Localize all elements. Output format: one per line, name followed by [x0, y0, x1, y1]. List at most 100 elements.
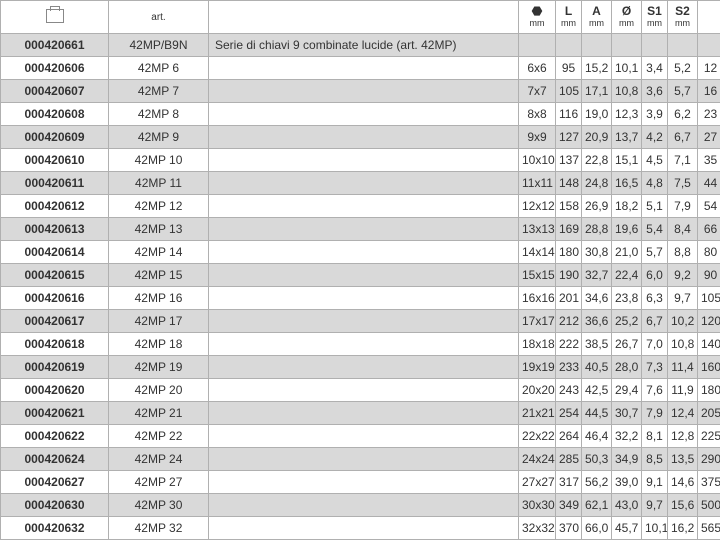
value-cell: 43,0 [612, 494, 642, 517]
table-row: 00042061842MP 1818x1822238,526,77,010,81… [1, 333, 720, 356]
desc-cell [209, 333, 519, 356]
value-cell: 6,2 [668, 103, 698, 126]
value-cell: 264 [556, 425, 582, 448]
value-cell: 15x15 [519, 264, 556, 287]
code-cell: 000420618 [1, 333, 109, 356]
value-cell: 7,3 [642, 356, 668, 379]
code-cell: 000420612 [1, 195, 109, 218]
table-row: 00042063242MP 3232x3237066,045,710,116,2… [1, 517, 720, 540]
value-cell: 8,8 [668, 241, 698, 264]
code-cell: 000420622 [1, 425, 109, 448]
value-cell: 12x12 [519, 195, 556, 218]
table-row: 00042060642MP 66x69515,210,13,45,212 [1, 57, 720, 80]
table-row: 00042062742MP 2727x2731756,239,09,114,63… [1, 471, 720, 494]
value-cell: 105 [698, 287, 720, 310]
value-cell: 30x30 [519, 494, 556, 517]
value-cell: 8,4 [668, 218, 698, 241]
col-desc [209, 1, 519, 34]
table-row: 00042061442MP 1414x1418030,821,05,78,880 [1, 241, 720, 264]
value-cell: 14,6 [668, 471, 698, 494]
art-cell: 42MP 18 [109, 333, 209, 356]
value-cell [612, 34, 642, 57]
code-cell: 000420606 [1, 57, 109, 80]
col-icon [1, 1, 109, 34]
value-cell: 19,0 [582, 103, 612, 126]
art-cell: 42MP 6 [109, 57, 209, 80]
table-row: 00042063042MP 3030x3034962,143,09,715,65… [1, 494, 720, 517]
value-cell: 14x14 [519, 241, 556, 264]
value-cell: 225 [698, 425, 720, 448]
value-cell: 8,5 [642, 448, 668, 471]
value-cell: 28,8 [582, 218, 612, 241]
value-cell: 30,8 [582, 241, 612, 264]
desc-cell [209, 402, 519, 425]
value-cell: 44 [698, 172, 720, 195]
value-cell: 6x6 [519, 57, 556, 80]
value-cell: 7,6 [642, 379, 668, 402]
value-cell: 3,9 [642, 103, 668, 126]
art-cell: 42MP 12 [109, 195, 209, 218]
code-cell: 000420615 [1, 264, 109, 287]
value-cell: 375 [698, 471, 720, 494]
code-cell: 000420661 [1, 34, 109, 57]
value-cell: 190 [556, 264, 582, 287]
value-cell: 212 [556, 310, 582, 333]
value-cell: 34,9 [612, 448, 642, 471]
value-cell: 66 [698, 218, 720, 241]
table-row: 00042061642MP 1616x1620134,623,86,39,710… [1, 287, 720, 310]
code-cell: 000420613 [1, 218, 109, 241]
value-cell [519, 34, 556, 57]
art-cell: 42MP 30 [109, 494, 209, 517]
desc-cell [209, 517, 519, 540]
value-cell [582, 34, 612, 57]
value-cell: 18,2 [612, 195, 642, 218]
value-cell: 20,9 [582, 126, 612, 149]
value-cell: 10,8 [612, 80, 642, 103]
art-cell: 42MP 17 [109, 310, 209, 333]
art-cell: 42MP 22 [109, 425, 209, 448]
code-cell: 000420627 [1, 471, 109, 494]
value-cell: 127 [556, 126, 582, 149]
code-cell: 000420624 [1, 448, 109, 471]
value-cell: 62,1 [582, 494, 612, 517]
value-cell: 148 [556, 172, 582, 195]
col-dim: ⬣mm [519, 1, 556, 34]
value-cell: 56,2 [582, 471, 612, 494]
value-cell: 21x21 [519, 402, 556, 425]
table-row: 00042062442MP 2424x2428550,334,98,513,52… [1, 448, 720, 471]
desc-cell [209, 471, 519, 494]
code-cell: 000420619 [1, 356, 109, 379]
value-cell: 9,7 [668, 287, 698, 310]
value-cell: 38,5 [582, 333, 612, 356]
value-cell: 25,2 [612, 310, 642, 333]
value-cell: 137 [556, 149, 582, 172]
table-row: 00042061942MP 1919x1923340,528,07,311,41… [1, 356, 720, 379]
value-cell: 34,6 [582, 287, 612, 310]
value-cell: 116 [556, 103, 582, 126]
value-cell: 243 [556, 379, 582, 402]
desc-cell [209, 379, 519, 402]
value-cell: 12,3 [612, 103, 642, 126]
art-cell: 42MP 27 [109, 471, 209, 494]
value-cell [556, 34, 582, 57]
value-cell: 20x20 [519, 379, 556, 402]
art-cell: 42MP 21 [109, 402, 209, 425]
value-cell: 12 [698, 57, 720, 80]
value-cell: 6,0 [642, 264, 668, 287]
table-row: 00042060842MP 88x811619,012,33,96,223 [1, 103, 720, 126]
value-cell: 11,4 [668, 356, 698, 379]
value-cell: 32,7 [582, 264, 612, 287]
art-cell: 42MP 7 [109, 80, 209, 103]
art-cell: 42MP 15 [109, 264, 209, 287]
desc-cell [209, 494, 519, 517]
value-cell: 44,5 [582, 402, 612, 425]
value-cell: 66,0 [582, 517, 612, 540]
value-cell: 16,5 [612, 172, 642, 195]
value-cell: 6,3 [642, 287, 668, 310]
code-cell: 000420620 [1, 379, 109, 402]
desc-cell [209, 425, 519, 448]
value-cell: 17,1 [582, 80, 612, 103]
col-L: Lmm [556, 1, 582, 34]
value-cell [698, 34, 720, 57]
value-cell: 180 [556, 241, 582, 264]
